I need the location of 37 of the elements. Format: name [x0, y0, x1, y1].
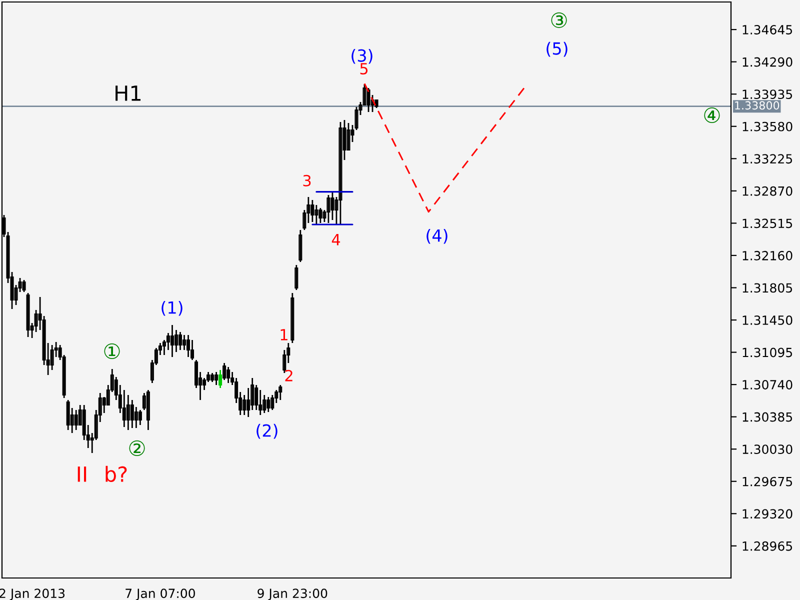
y-tick-label: 1.31095: [742, 348, 792, 358]
annotation: b?: [106, 466, 127, 482]
annotation: ②: [129, 440, 145, 456]
y-tick-label: 1.29675: [742, 476, 792, 486]
annotation: 3: [303, 174, 311, 186]
annotation: II: [78, 466, 86, 482]
y-tick-label: 1.34290: [742, 57, 792, 67]
y-tick-label: 1.31805: [742, 283, 792, 293]
y-tick-label: 1.33580: [742, 122, 792, 132]
y-tick-label: 1.34645: [742, 25, 792, 34]
annotation: H1: [116, 86, 141, 101]
y-tick-label: 1.31450: [742, 315, 792, 325]
annotation: (2): [256, 424, 278, 439]
ref-line-label: 1.33800: [735, 101, 780, 110]
annotation: ③: [551, 12, 567, 28]
annotation: ④: [704, 107, 720, 123]
annotation: ①: [104, 343, 120, 359]
x-tick-label: 7 Jan 07:00: [126, 588, 195, 600]
annotation: (1): [162, 300, 182, 316]
annotation: (5): [546, 42, 568, 57]
y-tick-label: 1.30740: [742, 380, 792, 390]
annotation: 4: [332, 234, 340, 246]
y-tick-label: 1.33935: [742, 90, 792, 100]
annotation: (4): [426, 228, 448, 244]
annotation: 2: [285, 370, 292, 382]
y-tick-label: 1.33225: [742, 154, 792, 164]
y-tick-label: 1.32160: [742, 250, 792, 260]
x-tick-label: 9 Jan 23:00: [258, 588, 328, 600]
annotation: 5: [360, 63, 368, 74]
y-tick-label: 1.32870: [742, 186, 792, 196]
y-tick-label: 1.30385: [742, 412, 792, 422]
annotation: (3): [352, 48, 372, 64]
annotation: 1: [280, 329, 288, 340]
y-tick-label: 1.32515: [742, 218, 792, 228]
y-tick-label: 1.30030: [742, 444, 792, 454]
y-tick-label: 1.29320: [742, 509, 792, 519]
y-tick-label: 1.28965: [742, 541, 792, 551]
